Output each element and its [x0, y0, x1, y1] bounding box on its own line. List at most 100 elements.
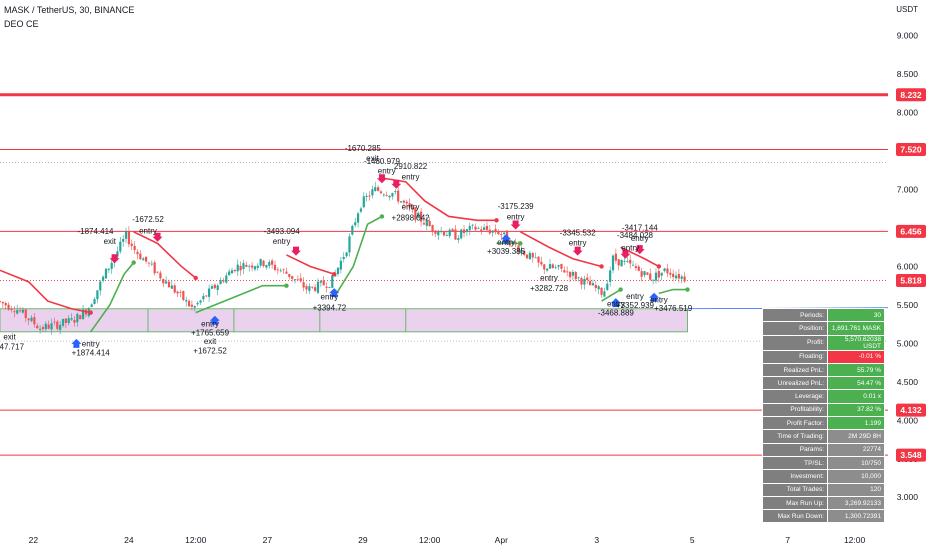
- candle-body: [580, 277, 583, 285]
- price-badge: [896, 224, 926, 238]
- candle-body: [385, 195, 388, 196]
- trade-label: -3417.144: [622, 223, 659, 232]
- stats-value: 55.79 %: [827, 362, 885, 378]
- candle-body: [511, 241, 514, 244]
- candle-body: [199, 300, 202, 303]
- trail-end-dot: [685, 287, 690, 292]
- candle-body: [583, 278, 586, 285]
- candle-body: [485, 225, 489, 230]
- candle-body: [399, 201, 403, 203]
- candle-body: [325, 286, 328, 288]
- candle-body: [629, 259, 632, 264]
- candle-body: [27, 318, 30, 321]
- time-axis[interactable]: 22 24 12:00 27 29 12:00 Apr 3 5 7 12:00: [29, 535, 866, 545]
- candle-body: [660, 272, 663, 276]
- candle-body: [162, 279, 165, 284]
- candle-body: [44, 323, 47, 330]
- candle-body: [90, 304, 93, 308]
- sell-arrow-icon: [109, 254, 120, 264]
- sell-arrow-icon: [510, 220, 521, 230]
- trail-segment-long: [90, 262, 135, 333]
- candle-body: [437, 231, 440, 236]
- candle-body: [654, 272, 658, 281]
- candle-body: [674, 275, 678, 279]
- sell-arrow-icon: [572, 246, 583, 256]
- candle-body: [30, 317, 33, 322]
- candle-body: [182, 290, 185, 300]
- candle-body: [205, 295, 208, 297]
- time-tick-label: 7: [785, 535, 790, 545]
- time-tick-label: 24: [124, 535, 134, 545]
- candle-body: [50, 323, 53, 330]
- candle-body: [451, 229, 454, 232]
- trade-label: entry: [607, 299, 625, 308]
- trade-label: 647.717: [0, 343, 25, 352]
- trade-label: entry: [497, 238, 515, 247]
- candle-body: [402, 200, 405, 203]
- candle-body: [293, 279, 297, 280]
- time-tick-label: 12:00: [844, 535, 866, 545]
- candle-body: [36, 325, 39, 329]
- trail-end-dot: [494, 218, 499, 223]
- candle-body: [336, 267, 340, 274]
- candle-body: [617, 259, 620, 266]
- candle-body: [382, 194, 385, 196]
- price-tick-label: 5.000: [897, 338, 919, 348]
- buy-arrow-icon: [209, 315, 220, 325]
- stats-value: 10,000: [827, 469, 885, 484]
- candle-body: [176, 291, 179, 294]
- candle-body: [104, 268, 108, 279]
- candle-body: [316, 281, 320, 293]
- stats-label: Max Run Down:: [762, 509, 828, 524]
- trail-segment-long: [658, 288, 688, 295]
- trail-end-dot: [379, 214, 385, 219]
- candle-body: [236, 264, 239, 272]
- trade-label: +3352.939: [616, 301, 655, 310]
- candle-body: [7, 304, 10, 310]
- candle-body: [302, 282, 305, 288]
- candle-body: [465, 229, 469, 232]
- price-axis[interactable]: 9.0008.5008.0007.5007.0006.5006.0005.500…: [888, 0, 932, 550]
- price-tick-label: 6.000: [897, 261, 919, 271]
- indicator-name[interactable]: DEO CE: [4, 19, 39, 29]
- trade-label: entry: [201, 319, 219, 328]
- candle-body: [368, 195, 371, 197]
- trade-label: +3476.519: [654, 304, 693, 313]
- candle-body: [76, 313, 79, 323]
- trail-segment-long: [333, 215, 383, 298]
- stats-value: 54.47 %: [827, 376, 885, 391]
- trade-label: -3345.532: [560, 229, 597, 238]
- price-badge-label: 5.818: [900, 275, 922, 285]
- trade-label: entry: [139, 226, 157, 235]
- candle-body: [225, 275, 228, 283]
- candle-body: [271, 260, 274, 265]
- candle-body: [652, 279, 655, 281]
- candle-body: [79, 315, 82, 320]
- candle-body: [431, 225, 434, 232]
- trade-label: entry: [650, 296, 668, 305]
- trade-label: +3039.385: [487, 247, 526, 256]
- candle-body: [348, 236, 351, 253]
- candle-body: [107, 268, 110, 270]
- candle-body: [279, 270, 282, 272]
- candle-body: [144, 256, 148, 262]
- candle-body: [273, 264, 277, 270]
- trade-label: +2898.042: [392, 213, 431, 222]
- candle-body: [528, 252, 532, 260]
- stats-label: Investment:: [762, 469, 828, 484]
- time-tick-label: 12:00: [185, 535, 207, 545]
- candle-body: [523, 250, 526, 255]
- candle-body: [81, 309, 85, 320]
- trail-end-dot: [656, 264, 662, 269]
- price-badge-label: 7.520: [900, 145, 922, 155]
- candle-body: [600, 287, 603, 295]
- candle-body: [130, 243, 133, 246]
- candle-body: [233, 269, 236, 272]
- candle-body: [488, 229, 491, 234]
- candle-body: [371, 189, 374, 196]
- candle-body: [666, 268, 669, 274]
- stats-row: Params: 22774: [762, 442, 885, 457]
- candle-body: [228, 271, 231, 276]
- candle-body: [643, 271, 646, 276]
